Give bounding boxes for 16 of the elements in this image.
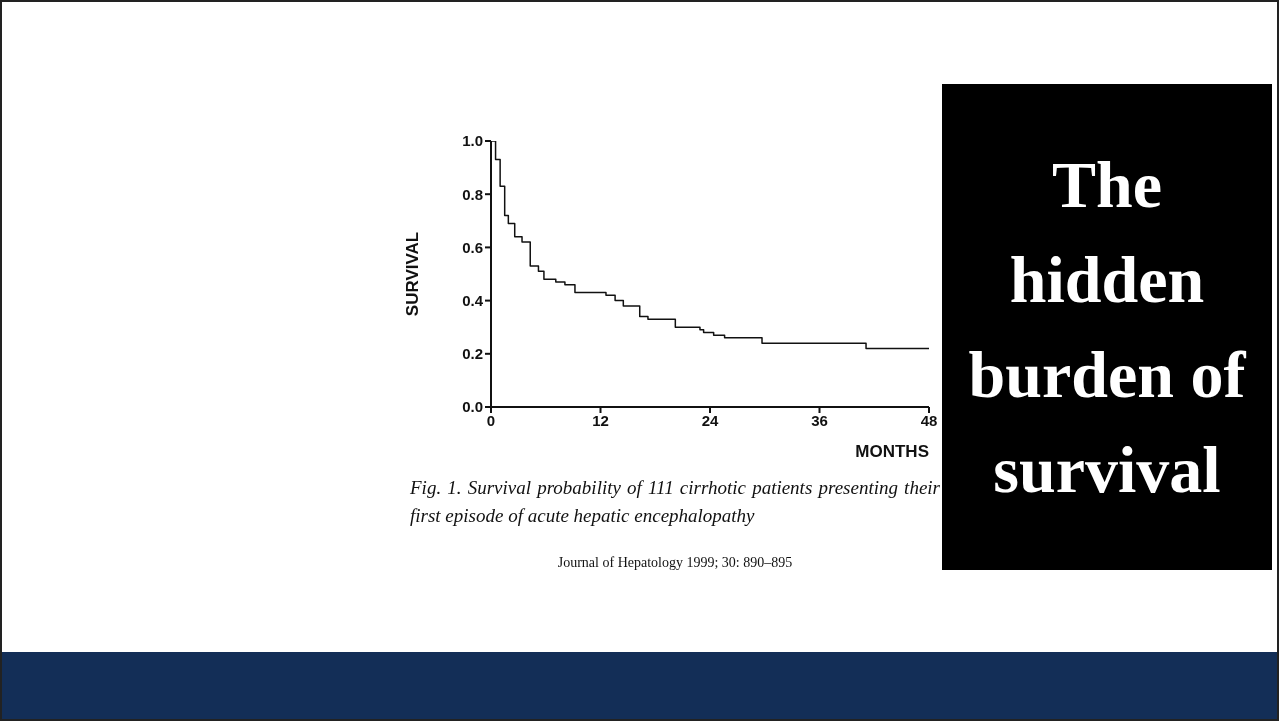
x-axis-title: MONTHS	[855, 442, 929, 461]
y-tick-label: 1.0	[462, 132, 483, 150]
y-tick-label: 0.0	[462, 398, 483, 416]
y-tick-label: 0.6	[462, 238, 483, 256]
y-tick-label: 0.2	[462, 345, 483, 363]
caption: Fig. 1. Survival probability of 111 cirrhotic patients presenting their first episode of acute hepatic encephalopathy	[410, 476, 940, 528]
x-tick-label: 24	[701, 411, 719, 429]
y-axis-title: SURVIVAL	[403, 231, 423, 317]
x-tick-label: 48	[920, 411, 938, 429]
x-tick-label: 0	[486, 411, 496, 429]
text: The hidden burden of survival	[967, 147, 1247, 508]
y-tick-label: 0.8	[462, 185, 483, 203]
x-tick-label: 12	[592, 411, 609, 429]
text: Journal of Hepatology 1999; 30: 890–895	[556, 555, 794, 571]
x-tick-label: 36	[811, 411, 828, 429]
y-tick-label: 0.4	[462, 291, 484, 309]
